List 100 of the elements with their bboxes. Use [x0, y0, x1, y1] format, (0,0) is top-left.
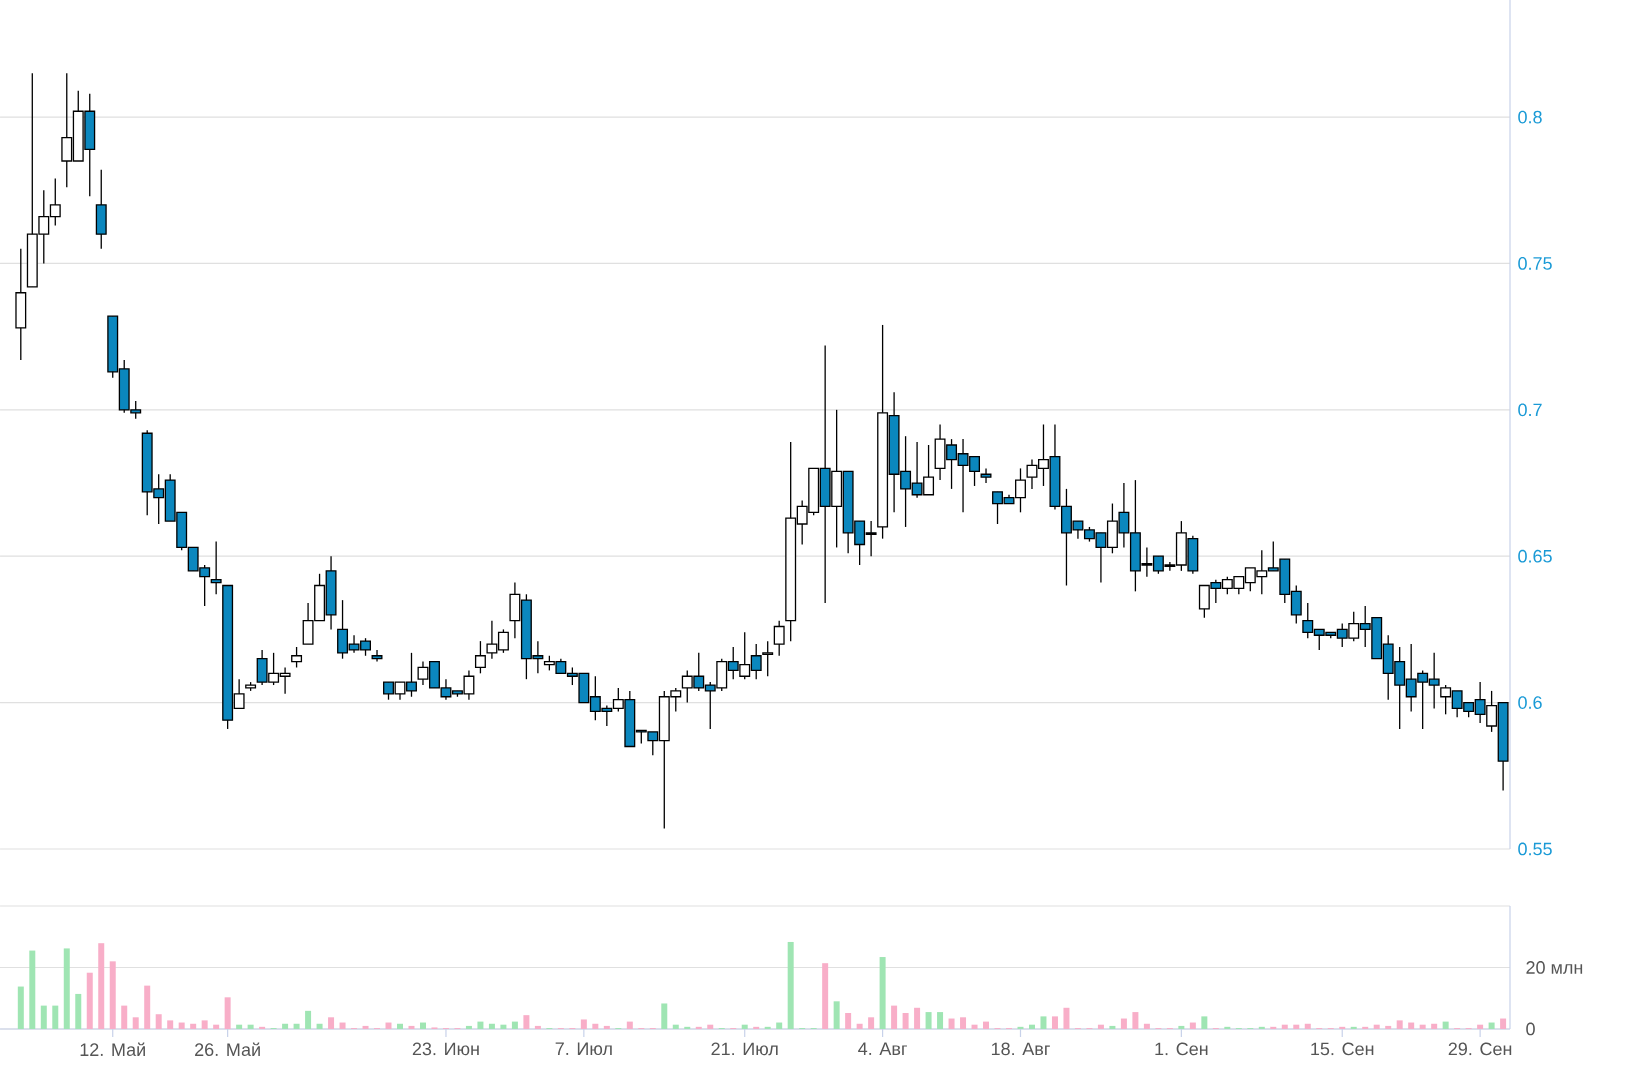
- y-tick-label: 0.55: [1518, 842, 1552, 856]
- x-tick-label: 23. Июн: [412, 1042, 479, 1056]
- bar: [1373, 1024, 1380, 1029]
- bar: [603, 1025, 610, 1029]
- bar: [1488, 1022, 1495, 1029]
- x-tick-label: 4. Авг: [858, 1042, 907, 1055]
- y-tick-label: 0.65: [1518, 549, 1552, 563]
- bar: [1189, 1022, 1196, 1029]
- bar: [534, 1025, 541, 1029]
- bar: [868, 1017, 875, 1029]
- bar: [1224, 1026, 1231, 1029]
- bar: [1040, 1016, 1047, 1029]
- bar: [40, 1005, 47, 1029]
- bar: [1396, 1020, 1403, 1029]
- bar: [316, 1023, 323, 1029]
- bar: [397, 1023, 403, 1029]
- candlestick: [291, 646, 303, 669]
- bar: [190, 1023, 197, 1029]
- bar: [1028, 1024, 1035, 1029]
- bar: [626, 1021, 633, 1029]
- bar: [17, 986, 24, 1029]
- bar: [787, 941, 794, 1029]
- bar: [1339, 1026, 1346, 1029]
- bar: [741, 1024, 748, 1029]
- bar: [1017, 1026, 1024, 1029]
- bar: [488, 1023, 495, 1029]
- bar: [1143, 1023, 1150, 1029]
- bar: [960, 1017, 967, 1029]
- candlestick: [762, 640, 774, 677]
- candlestick: [210, 540, 222, 595]
- bar: [1477, 1024, 1484, 1029]
- bar: [144, 985, 151, 1029]
- bar: [98, 943, 105, 1029]
- bar: [259, 1026, 266, 1029]
- bar: [1201, 1016, 1208, 1029]
- bar: [86, 972, 93, 1029]
- bar: [132, 1017, 139, 1029]
- bar: [695, 1026, 702, 1029]
- bar: [776, 1022, 783, 1029]
- bar: [684, 1026, 691, 1029]
- x-tick-label: 21. Июл: [711, 1042, 778, 1056]
- y-tick-label: 0: [1526, 1022, 1535, 1036]
- bar: [523, 1015, 530, 1029]
- bar: [580, 1019, 587, 1029]
- bar: [362, 1025, 369, 1029]
- bar: [109, 961, 116, 1029]
- bar: [672, 1024, 679, 1029]
- bar: [1362, 1026, 1369, 1029]
- bar: [1132, 1012, 1139, 1029]
- bar: [764, 1026, 771, 1029]
- bar: [845, 1013, 852, 1029]
- bar: [1442, 1021, 1449, 1029]
- bar: [914, 1007, 921, 1029]
- x-tick-label: 26. Май: [195, 1042, 260, 1057]
- bar: [1419, 1024, 1426, 1029]
- bar: [707, 1024, 714, 1029]
- bar: [339, 1022, 346, 1029]
- bar: [29, 950, 36, 1029]
- x-tick-label: 7. Июл: [555, 1042, 612, 1056]
- bar: [328, 1017, 335, 1029]
- bar: [1385, 1025, 1392, 1029]
- bar: [201, 1020, 208, 1029]
- bar: [902, 1013, 909, 1029]
- bar: [465, 1025, 472, 1029]
- bar: [1500, 1018, 1507, 1029]
- y-tick-label: 0.6: [1518, 696, 1542, 709]
- bar: [948, 1018, 955, 1029]
- bar: [879, 957, 886, 1029]
- bar: [236, 1024, 243, 1029]
- bar: [937, 1012, 944, 1029]
- bar: [155, 1014, 162, 1029]
- bar: [52, 1005, 59, 1029]
- bar: [592, 1023, 599, 1029]
- bar: [1293, 1024, 1300, 1029]
- bar: [983, 1021, 990, 1029]
- bar: [293, 1023, 300, 1029]
- candlestick: [474, 640, 486, 674]
- bar: [178, 1022, 185, 1029]
- bar: [1258, 1026, 1265, 1029]
- bar: [1109, 1025, 1116, 1029]
- bar: [282, 1023, 289, 1029]
- bar: [1051, 1016, 1058, 1029]
- x-tick-label: 1. Сен: [1155, 1042, 1208, 1056]
- x-tick-label: 18. Авг: [991, 1042, 1050, 1056]
- bar: [833, 1001, 840, 1029]
- y-tick-label: 0.75: [1518, 257, 1552, 270]
- bar: [1120, 1018, 1127, 1029]
- y-tick-label: 20 млн: [1526, 961, 1583, 974]
- bar: [121, 1005, 128, 1029]
- x-tick-label: 15. Сен: [1311, 1042, 1374, 1056]
- bar: [305, 1010, 312, 1029]
- y-tick-label: 0.7: [1518, 403, 1542, 417]
- bar: [63, 948, 70, 1029]
- bar: [408, 1025, 415, 1029]
- bar: [1270, 1026, 1277, 1029]
- bar: [661, 1003, 668, 1029]
- bar: [971, 1024, 978, 1029]
- bar: [1408, 1022, 1415, 1029]
- bar: [419, 1022, 426, 1029]
- bar: [385, 1022, 392, 1029]
